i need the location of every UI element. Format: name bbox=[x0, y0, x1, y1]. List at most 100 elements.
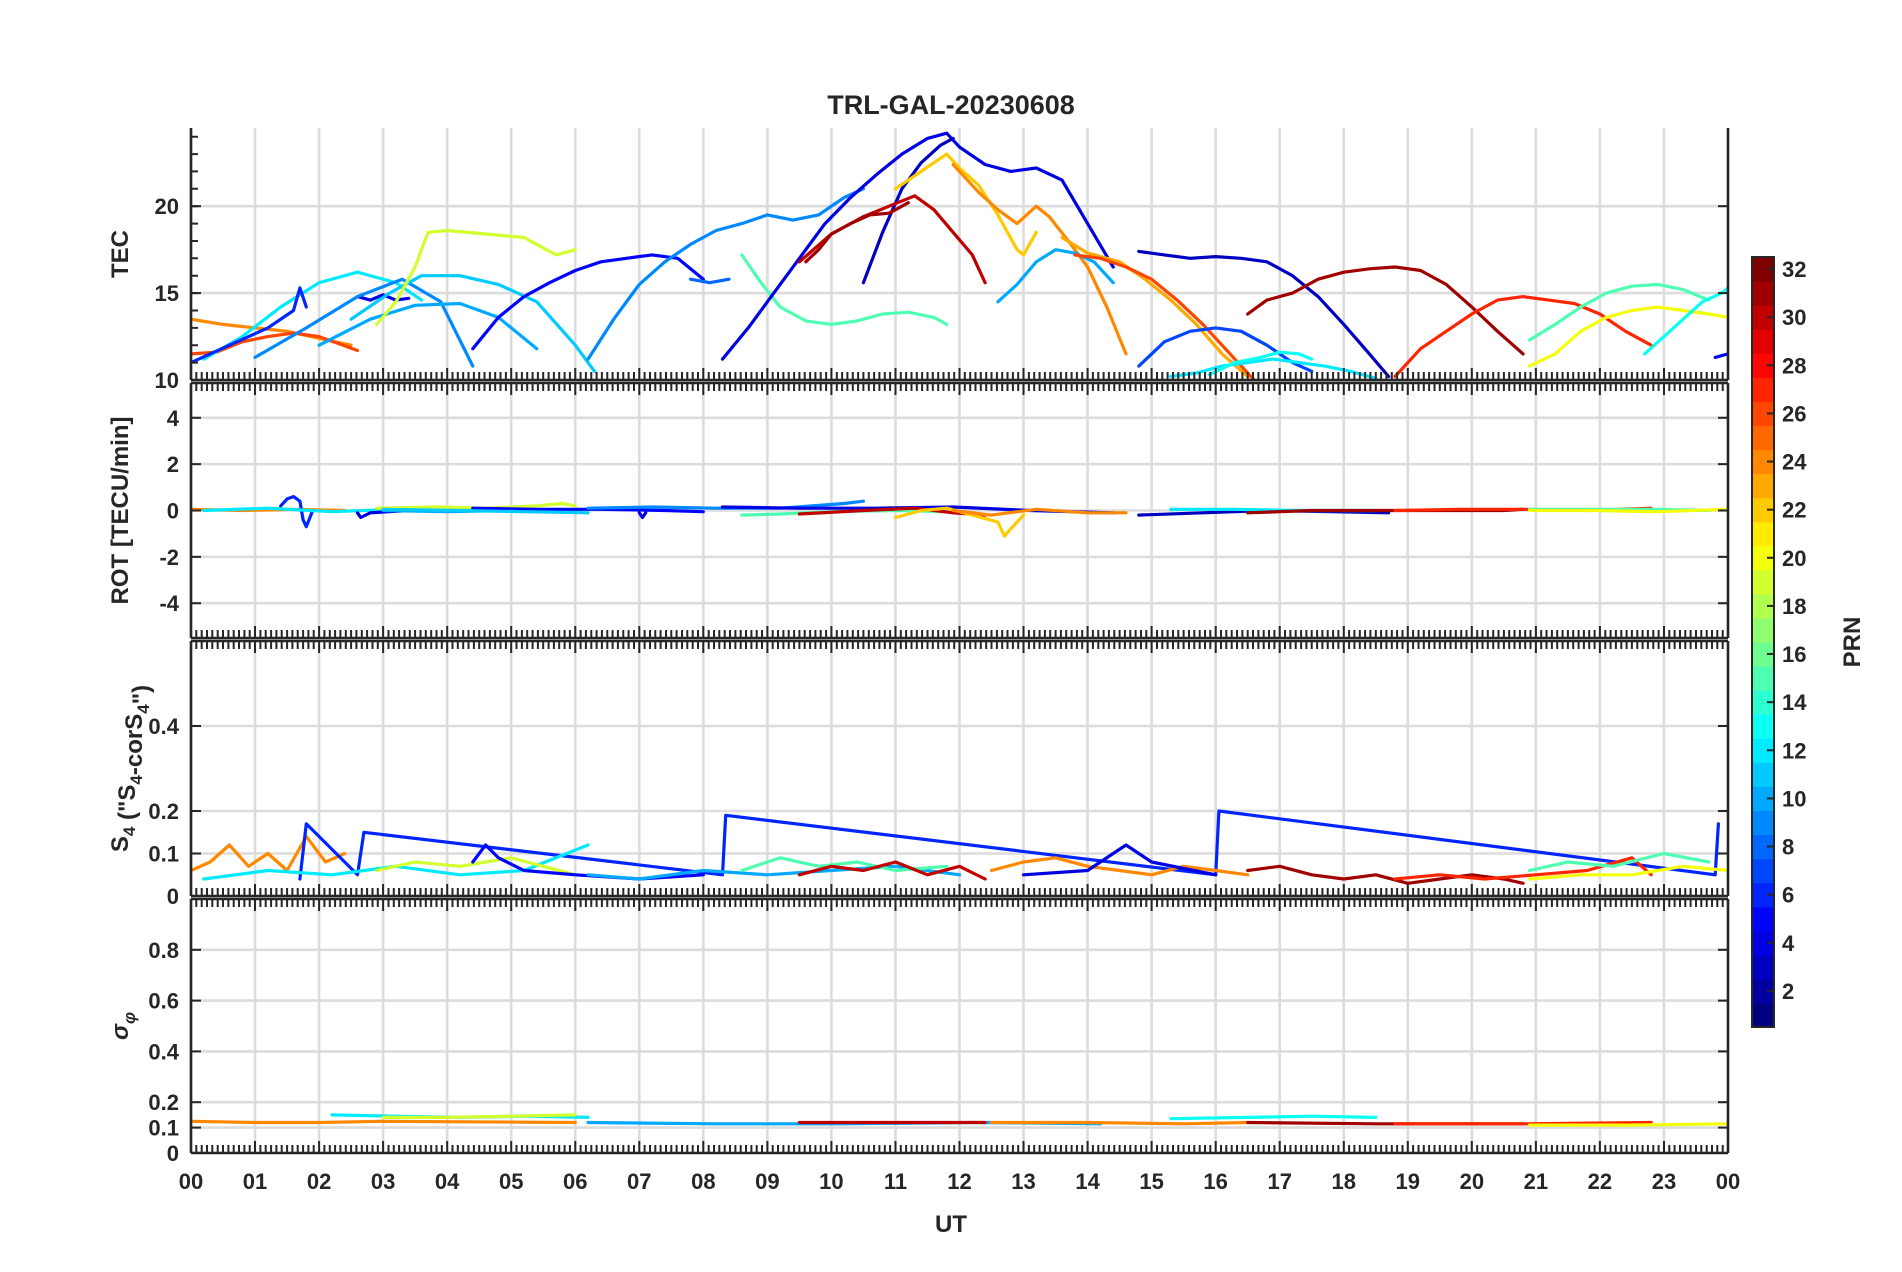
tec-y-minor-ticks bbox=[191, 135, 198, 364]
colorbar-tick-label: 2 bbox=[1782, 979, 1794, 1004]
s4-series-prn-24 bbox=[989, 856, 1250, 877]
x-tick-label: 00 bbox=[1716, 1169, 1740, 1194]
tec-series-prn-27 bbox=[1393, 295, 1653, 379]
rot-series-prn-4 bbox=[637, 511, 648, 520]
tec-series-prn-10 bbox=[317, 301, 539, 351]
rot-y-ticks: -4 -2 0 2 4 bbox=[159, 406, 1728, 616]
colorbar-segment bbox=[1752, 545, 1774, 571]
tec-series-prn-4 bbox=[720, 131, 1115, 361]
s4-x-ticks bbox=[190, 641, 1729, 896]
colorbar-segment bbox=[1752, 617, 1774, 643]
colorbar-segment bbox=[1752, 690, 1774, 715]
tec-series-prn-3 bbox=[1137, 249, 1391, 379]
tec-series-prn-5 bbox=[471, 253, 705, 351]
x-tick-label: 03 bbox=[371, 1169, 395, 1194]
x-tick-label: 21 bbox=[1524, 1169, 1548, 1194]
x-tick-label: 02 bbox=[307, 1169, 331, 1194]
s4-y-tick-label: 0 bbox=[167, 884, 179, 909]
tec-y-tick-label: 10 bbox=[155, 368, 179, 393]
sigma-x-ticks bbox=[190, 899, 1729, 1153]
colorbar-segment bbox=[1752, 978, 1774, 1004]
s4-series-prn-27 bbox=[1393, 856, 1653, 881]
x-tick-label: 08 bbox=[691, 1169, 715, 1194]
colorbar-segment bbox=[1752, 666, 1774, 691]
rot-y-tick-label: -4 bbox=[159, 591, 179, 616]
x-tick-label: 06 bbox=[563, 1169, 587, 1194]
colorbar-tick-label: 20 bbox=[1782, 546, 1806, 571]
s4-series-prn-24 bbox=[191, 834, 347, 873]
tec-series-prn-19 bbox=[375, 228, 577, 326]
tec-series-prn-12 bbox=[1169, 357, 1378, 380]
sigma-series-prn-13 bbox=[1169, 1114, 1378, 1121]
s4-y-tick-label: 0.1 bbox=[148, 842, 179, 867]
tec-series-prn-4 bbox=[355, 293, 411, 302]
colorbar-segment bbox=[1752, 1002, 1774, 1028]
panel-rot: -4 -2 0 2 4 ROT [TECU/min] bbox=[107, 381, 1730, 640]
colorbar-tick-label: 16 bbox=[1782, 642, 1806, 667]
s4-y-ticks: 0 0.1 0.2 0.4 bbox=[148, 714, 1728, 909]
tec-series-prn-3 bbox=[861, 136, 955, 285]
colorbar-segment bbox=[1752, 329, 1774, 354]
rot-x-ticks-top bbox=[190, 383, 1729, 395]
tec-series-prn-8 bbox=[688, 277, 731, 285]
colorbar-segment bbox=[1752, 473, 1774, 499]
tec-y-ticks: 10 15 20 bbox=[155, 135, 1728, 393]
s4-series-prn-31 bbox=[1246, 864, 1525, 885]
s4-y-axis-label: S4 ("S4-corS4") bbox=[107, 685, 155, 852]
tec-series-prn-13 bbox=[1207, 350, 1314, 377]
s4-series-prn-20 bbox=[1527, 864, 1728, 881]
colorbar-segment bbox=[1752, 377, 1774, 402]
colorbar-segment bbox=[1752, 642, 1774, 667]
panel-tec: 10 15 20 TEC bbox=[107, 128, 1730, 393]
rot-series-prn-22 bbox=[893, 506, 1026, 538]
sigma-y-tick-label: 0.6 bbox=[148, 989, 179, 1014]
rot-x-ticks-bottom bbox=[190, 626, 1729, 638]
rot-y-axis-label: ROT [TECU/min] bbox=[107, 417, 134, 605]
sigma-y-axis-label: σφ bbox=[107, 1012, 139, 1040]
rot-series-prn-20 bbox=[1527, 507, 1728, 514]
s4-grid bbox=[189, 641, 1730, 898]
colorbar-frame bbox=[1751, 256, 1775, 1028]
rot-series-prn-19 bbox=[375, 501, 577, 510]
sigma-series-prn-20 bbox=[1527, 1122, 1728, 1127]
x-tick-label: 23 bbox=[1652, 1169, 1676, 1194]
x-tick-label: 16 bbox=[1203, 1169, 1227, 1194]
colorbar-segment bbox=[1752, 786, 1774, 812]
x-tick-label: 19 bbox=[1396, 1169, 1420, 1194]
colorbar-tick-label: 14 bbox=[1782, 690, 1807, 715]
s4-series-prn-10 bbox=[586, 864, 962, 881]
x-tick-label: 09 bbox=[755, 1169, 779, 1194]
colorbar-segment bbox=[1752, 762, 1774, 787]
colorbar-segment bbox=[1752, 425, 1774, 451]
tec-series-prn-24 bbox=[951, 162, 1128, 356]
sigma-series-prn-24 bbox=[191, 1119, 577, 1125]
tec-x-ticks-bottom bbox=[190, 368, 1729, 380]
colorbar-tick-label: 24 bbox=[1782, 450, 1807, 475]
x-tick-label: 04 bbox=[435, 1169, 460, 1194]
tec-series-prn-5 bbox=[1713, 352, 1728, 359]
s4-y-tick-label: 0.2 bbox=[148, 799, 179, 824]
x-tick-label: 18 bbox=[1332, 1169, 1356, 1194]
x-tick-label: 12 bbox=[947, 1169, 971, 1194]
colorbar-tick-label: 6 bbox=[1782, 883, 1794, 908]
colorbar-segment bbox=[1752, 401, 1774, 427]
x-tick-label: 14 bbox=[1075, 1169, 1100, 1194]
colorbar-segment bbox=[1752, 497, 1774, 523]
colorbar-segment bbox=[1752, 257, 1774, 282]
sigma-y-ticks: 00.10.2 0.4 0.6 0.8 bbox=[148, 938, 1728, 1166]
s4-x-ticks-top bbox=[190, 641, 1729, 653]
sigma-y-tick-label: 0.8 bbox=[148, 938, 179, 963]
x-axis: 00 01 02 03 04 05 06 07 08 09 10 11 12 13 14 15 16 17 18 19… bbox=[179, 1169, 1740, 1194]
sigma-grid bbox=[189, 899, 1730, 1155]
sigma-y-tick-label: 0.2 bbox=[148, 1090, 179, 1115]
tec-y-axis-label: TEC bbox=[107, 230, 134, 278]
colorbar-segment bbox=[1752, 906, 1774, 932]
x-tick-label: 00 bbox=[179, 1169, 203, 1194]
x-tick-label: 01 bbox=[243, 1169, 267, 1194]
colorbar-segment bbox=[1752, 858, 1774, 884]
s4-series-prn-15 bbox=[740, 856, 949, 873]
tec-x-ticks bbox=[190, 368, 1729, 380]
tec-series-prn-9 bbox=[253, 277, 475, 368]
